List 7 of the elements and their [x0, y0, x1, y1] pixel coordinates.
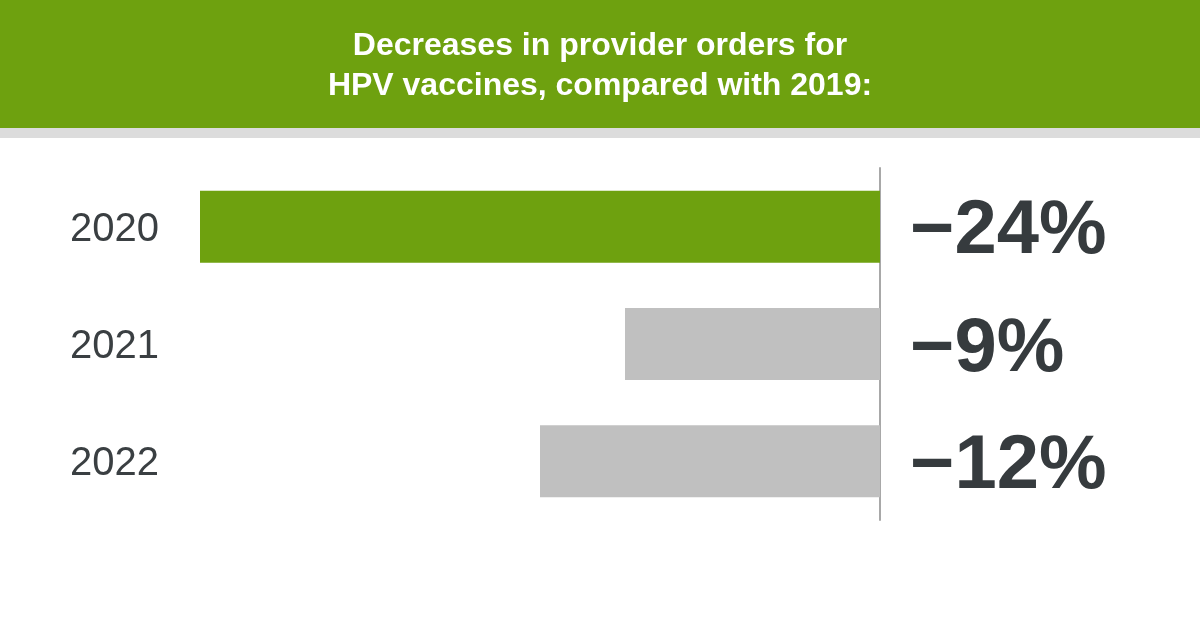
- data-label: −9%: [910, 301, 1065, 387]
- data-label: −24%: [910, 184, 1107, 270]
- y-tick-label: 2020: [70, 204, 159, 249]
- y-tick-label: 2022: [70, 439, 159, 484]
- data-label: −12%: [910, 418, 1107, 504]
- y-tick-label: 2021: [70, 322, 159, 366]
- chart-title: Decreases in provider orders for HPV vaccines, compared with 2019:: [0, 0, 1200, 138]
